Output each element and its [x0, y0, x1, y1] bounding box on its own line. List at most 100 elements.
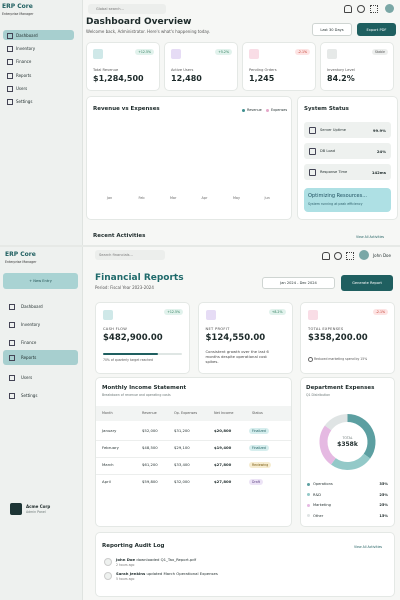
card-value: $482,900.00 [103, 333, 163, 343]
activities-link[interactable]: View All Activities [356, 235, 385, 239]
avatar[interactable] [385, 4, 394, 13]
nav-item[interactable]: Finance [21, 340, 37, 345]
table-cell: $33,400 [174, 462, 190, 467]
nav-item[interactable]: Dashboard [21, 304, 43, 309]
help-icon[interactable] [357, 5, 365, 13]
x-tick-label: Mar [170, 196, 177, 200]
audit-title: Reporting Audit Log [102, 543, 165, 549]
x-tick-label: Feb [138, 196, 145, 200]
export-button[interactable]: Export PDF [357, 23, 396, 36]
banner-text: System running at peak efficiency [308, 202, 363, 206]
nav-item[interactable]: Reports [16, 73, 32, 78]
table-cell: $27,800 [214, 479, 232, 484]
legend-dot [307, 482, 310, 486]
audit-link[interactable]: View All Activities [354, 545, 383, 549]
status-row: Server Uptime 99.9% [304, 122, 391, 138]
page-period: Period: Fiscal Year 2023-2024 [95, 285, 154, 290]
account-role: Admin Panel [26, 510, 46, 514]
card-icon [103, 310, 113, 320]
table-cell: $32,000 [174, 479, 190, 484]
card-icon [308, 310, 318, 320]
donut-total-label: TOTAL [342, 436, 353, 440]
status-chip: Finalized [249, 427, 269, 434]
note-icon [308, 357, 313, 362]
status-title: System Status [304, 106, 349, 112]
audit-user: Sarah Jenkins [116, 571, 146, 576]
avatar[interactable] [359, 250, 369, 260]
search[interactable]: Global search... [88, 4, 166, 14]
nav-item[interactable]: Settings [21, 393, 38, 398]
nav-item[interactable]: Users [21, 375, 33, 380]
donut-slice [331, 453, 371, 470]
nav-item[interactable]: Reports [21, 355, 37, 360]
kpi-card: -2.1% Pending Orders 1,245 [242, 42, 316, 91]
nav-item[interactable]: Inventory [16, 46, 36, 51]
legend-value: 25% [379, 492, 388, 497]
table-header-cell: Op. Expenses [174, 411, 198, 415]
status-label: DB Load [320, 149, 335, 153]
finance-card: +8.2% NET PROFIT $124,550.00 Consistent gro… [197, 302, 293, 374]
table-cell: $27,800 [214, 462, 232, 467]
new-entry-button[interactable]: + New Entry [3, 273, 78, 289]
legend-dot [307, 514, 310, 517]
status-card: System Status Server Uptime 99.9% DB Load 2… [297, 96, 398, 220]
income-card: Monthly Income Statement Breakdown of re… [95, 377, 292, 527]
generate-button[interactable]: Generate Report [341, 275, 393, 291]
sidebar: ERP Core Enterprise Manager + New Entry … [0, 247, 83, 600]
table-header-cell: Status [252, 411, 263, 415]
audit-card: Reporting Audit Log View All Activities … [95, 532, 395, 597]
status-value: 142ms [371, 170, 386, 175]
nav-icon [9, 340, 15, 346]
page-title: Dashboard Overview [86, 17, 192, 27]
page-subtitle: Welcome back, Administrator. Here's what… [86, 29, 210, 34]
date-filter[interactable]: Last 30 Days [312, 23, 352, 36]
nav-icon [7, 86, 13, 92]
notifications-icon[interactable] [322, 252, 330, 260]
date-range[interactable]: Jan 2024 - Dec 2024 [262, 277, 335, 289]
status-value: 24% [376, 149, 386, 154]
nav-item[interactable]: Users [16, 86, 28, 91]
x-tick-label: Jan [107, 196, 113, 200]
nav-icon [7, 73, 13, 79]
audit-action: downloaded Q1_Tax_Report.pdf [136, 557, 197, 562]
nav-item[interactable]: Settings [16, 99, 33, 104]
audit-line: Sarah Jenkins updated March Operational … [116, 571, 218, 576]
kpi-badge: -2.1% [294, 49, 310, 55]
nav-item[interactable]: Finance [16, 59, 32, 64]
table-cell: April [102, 479, 111, 484]
nav-icon [9, 322, 15, 328]
audit-icon [104, 572, 112, 580]
income-subtitle: Breakdown of revenue and operating costs [102, 393, 171, 397]
card-value: $358,200.00 [308, 333, 368, 343]
apps-icon[interactable] [370, 5, 378, 13]
nav-item[interactable]: Inventory [21, 322, 41, 327]
page-title: Financial Reports [95, 273, 184, 283]
notifications-icon[interactable] [344, 5, 352, 13]
nav-active-bg [3, 350, 78, 365]
kpi-value: 12,480 [171, 74, 202, 83]
account-avatar [10, 503, 22, 515]
status-banner: Optimizing Resources... System running a… [304, 188, 391, 212]
tagline: Enterprise Manager [5, 260, 37, 264]
legend-value: 35% [379, 482, 388, 486]
help-icon[interactable] [334, 252, 342, 260]
dashboard-screen: ERP Core Enterprise Manager Dashboard Inv… [0, 0, 400, 245]
user-name: John Doe [373, 253, 391, 258]
row-divider [96, 474, 291, 475]
legend-label: Marketing [313, 503, 331, 507]
activities-title: Recent Activities [93, 233, 146, 239]
card-value: $124,550.00 [205, 333, 266, 343]
table-header-cell: Net Income [214, 411, 234, 415]
audit-action: updated March Operational Expenses [146, 571, 218, 576]
finance-card: -2.1% TOTAL EXPENSES $358,200.00 Reduced ma… [300, 302, 395, 374]
table-header [96, 406, 291, 421]
search[interactable]: Search financials... [95, 250, 165, 260]
status-icon [309, 148, 316, 155]
status-icon [309, 127, 316, 134]
nav-item[interactable]: Dashboard [16, 33, 38, 38]
donut-chart [319, 414, 376, 470]
x-tick-label: Apr [201, 196, 208, 200]
status-icon [309, 169, 316, 176]
table-cell: $61,200 [142, 462, 158, 467]
apps-icon[interactable] [346, 252, 354, 260]
